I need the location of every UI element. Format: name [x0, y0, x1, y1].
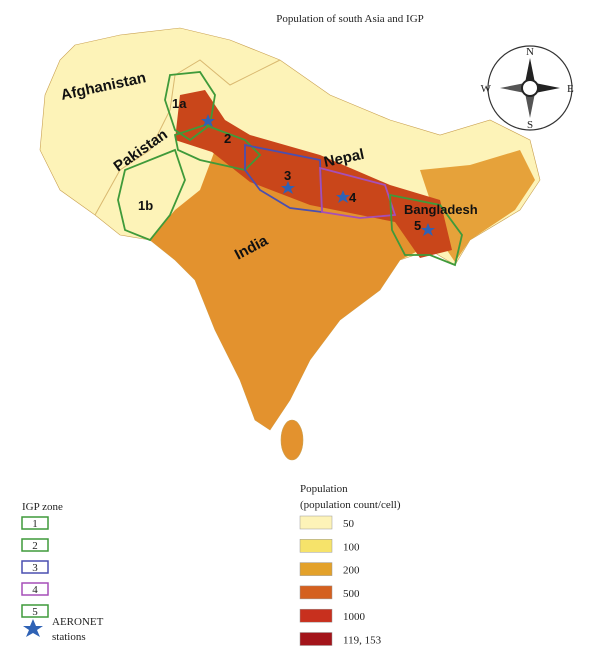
station — [281, 181, 295, 194]
country-label: Bangladesh — [404, 202, 478, 217]
station — [421, 223, 435, 236]
zone-item: 4 — [32, 584, 38, 596]
compass-w: W — [481, 83, 492, 95]
zone-swatch — [21, 516, 49, 530]
population-swatch — [299, 562, 333, 576]
zone-swatch — [21, 604, 49, 618]
zone-item: 1 — [32, 518, 38, 530]
zone-item: 5 — [32, 606, 38, 618]
zone-label: 4 — [349, 190, 357, 205]
zone-2 — [173, 124, 262, 171]
population-item: 119, 153 — [343, 635, 382, 647]
compass: N E S W — [481, 45, 574, 131]
zone-3 — [244, 143, 323, 214]
station-label: stations — [52, 631, 86, 643]
zone-label: 1b — [138, 198, 153, 213]
zone-4 — [319, 166, 397, 219]
map: Afghanistan Pakistan Nepal India Banglad… — [39, 27, 541, 461]
zone-item: 2 — [32, 540, 38, 552]
population-item: 500 — [343, 588, 360, 600]
population-swatch — [299, 632, 333, 646]
population-item: 1000 — [343, 611, 366, 623]
population-swatch — [299, 515, 333, 530]
zone-1b — [117, 148, 186, 242]
zone-label: 3 — [284, 168, 291, 183]
zone-swatch — [21, 538, 49, 552]
station — [336, 190, 350, 203]
zone-swatch — [21, 582, 49, 596]
compass-s: S — [527, 119, 533, 131]
legend-title: Population — [300, 483, 348, 495]
zone-swatch — [21, 560, 49, 574]
compass-e: E — [567, 83, 574, 95]
station — [201, 114, 215, 127]
station-label: AERONET — [52, 616, 104, 628]
population-item: 50 — [343, 518, 355, 530]
legend-title: IGP zone — [22, 501, 63, 513]
sri-lanka — [280, 419, 304, 461]
zone-label: 5 — [414, 218, 421, 233]
population-item: 200 — [343, 565, 360, 577]
population-item: 100 — [343, 541, 360, 553]
zone-1a — [164, 71, 216, 142]
legend-subtitle: (population count/cell) — [300, 499, 401, 511]
border — [94, 59, 281, 216]
stations — [201, 114, 435, 236]
title: Population of south Asia and IGP — [276, 13, 424, 25]
compass-n: N — [526, 46, 534, 58]
station-symbol — [23, 619, 43, 637]
northeast-region — [420, 150, 535, 262]
population-swatch — [299, 608, 333, 623]
zone-5 — [389, 193, 463, 267]
population-swatch — [299, 585, 333, 600]
population-swatch — [299, 539, 333, 553]
zone-label: 2 — [224, 131, 231, 146]
zone-item: 3 — [32, 562, 38, 574]
zone-label: 1a — [172, 96, 187, 111]
zone-outlines — [117, 71, 463, 267]
